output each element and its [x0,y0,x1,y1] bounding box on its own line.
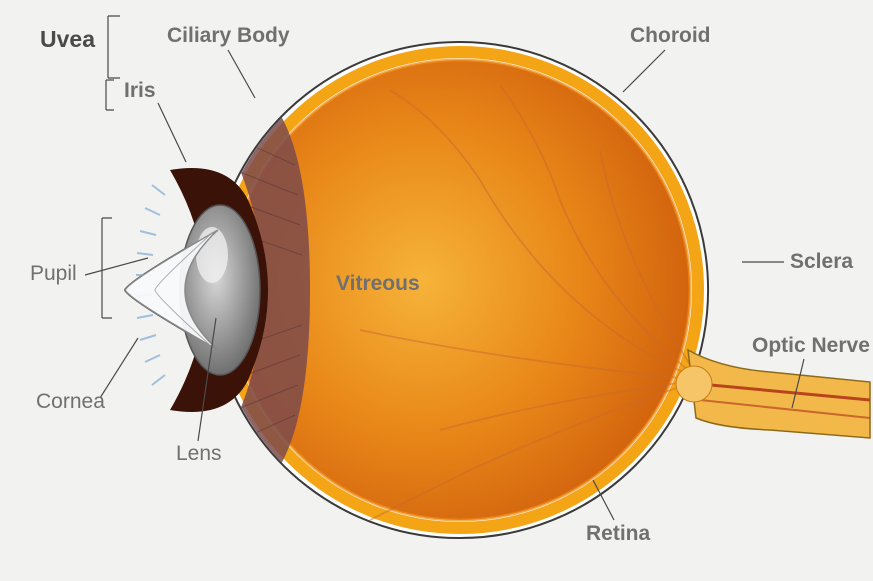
optic-nerve [676,350,870,438]
label-choroid: Choroid [630,24,710,48]
label-iris: Iris [124,79,156,103]
leader-choroid [623,50,665,92]
label-sclera: Sclera [790,250,853,274]
lens [180,205,260,375]
bracket-uvea [108,16,120,78]
label-pupil: Pupil [30,262,77,286]
leader-iris [158,103,186,162]
label-lens: Lens [176,442,222,466]
label-cornea: Cornea [36,390,105,414]
label-optic-nerve: Optic Nerve [752,334,870,358]
label-retina: Retina [586,522,650,546]
bracket-iris [106,80,114,110]
leader-cornea [100,338,138,398]
group-label-uvea: Uvea [40,26,95,53]
label-ciliary-body: Ciliary Body [167,24,290,48]
leader-pupil [85,258,148,275]
leader-ciliary-body [228,50,255,98]
label-vitreous: Vitreous [336,272,420,296]
